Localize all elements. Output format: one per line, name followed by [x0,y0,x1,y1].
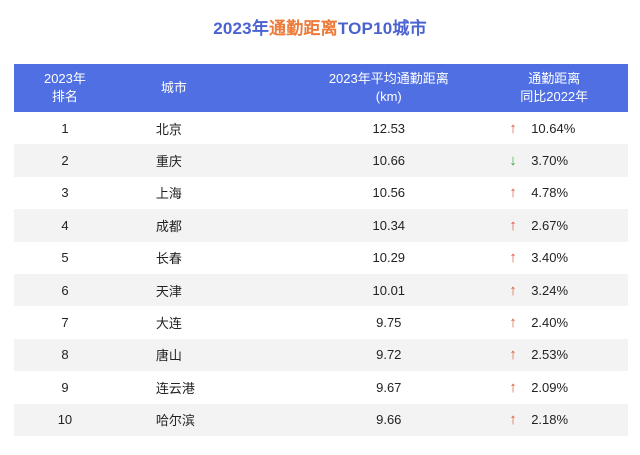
change-value: 2.18% [531,412,569,428]
title-prefix: 2023年 [213,19,270,38]
city-cell: 重庆 [155,154,182,170]
change-value: 2.09% [531,379,569,395]
distance-cell: 9.67 [376,379,402,395]
distance-cell: 9.72 [376,347,402,363]
distance-cell: 9.75 [376,315,402,331]
table-row: 8 唐山 9.72 ↑ 2.53% [14,338,628,372]
city-cell: 大连 [155,316,182,332]
distance-cell: 10.34 [372,217,406,233]
change-cell: ↑ 2.53% [480,339,628,371]
city-cell: 长春 [155,251,182,267]
city-cell: 北京 [155,121,182,137]
ranking-table: 2023年排名 城市 2023年平均通勤距离 (km) 通勤距离同比2022年 1… [14,64,628,436]
distance-cell: 10.56 [372,185,406,201]
change-value: 2.67% [531,217,569,233]
arrow-up-icon: ↑ [509,184,517,202]
change-cell: ↑ 2.18% [480,404,628,436]
table-row: 7 大连 9.75 ↑ 2.40% [14,306,628,338]
change-cell: ↑ 3.40% [480,242,628,274]
header-distance: 2023年平均通勤距离 (km) [297,64,480,112]
header-distance-line2: (km) [375,89,402,104]
table-row: 1 北京 12.53 ↑ 10.64% [14,112,628,144]
arrow-down-icon: ↓ [509,152,517,170]
change-value: 2.53% [531,347,569,363]
header-change-line2: 同比2022年 [520,89,589,104]
table-row: 3 上海 10.56 ↑ 4.78% [14,177,628,209]
header-city-label: 城市 [160,80,187,95]
rank-cell: 5 [61,250,69,266]
arrow-up-icon: ↑ [509,119,517,137]
header-change-line1: 通勤距离 [528,71,581,86]
distance-cell: 10.29 [372,250,406,266]
header-rank-line1: 2023年 [43,71,86,86]
distance-cell: 12.53 [372,120,406,136]
rank-cell: 8 [61,347,69,363]
city-cell: 连云港 [155,380,195,396]
rank-cell: 10 [57,412,73,428]
arrow-up-icon: ↑ [509,411,517,429]
chart-title: 2023年通勤距离TOP10城市 [0,14,640,39]
table-row: 5 长春 10.29 ↑ 3.40% [14,242,628,274]
arrow-up-icon: ↑ [509,249,517,267]
arrow-up-icon: ↑ [509,378,517,396]
change-cell: ↓ 3.70% [480,144,628,176]
table-header-row: 2023年排名 城市 2023年平均通勤距离 (km) 通勤距离同比2022年 [14,64,628,112]
change-cell: ↑ 2.40% [480,306,628,338]
change-value: 3.24% [531,282,569,298]
change-cell: ↑ 10.64% [480,112,628,144]
rank-cell: 3 [61,185,69,201]
change-value: 3.40% [531,250,569,266]
title-suffix: TOP10城市 [337,19,427,38]
change-value: 10.64% [531,120,576,136]
city-cell: 上海 [155,186,182,202]
rank-cell: 7 [61,315,69,331]
change-cell: ↑ 2.09% [480,371,628,403]
change-cell: ↑ 2.67% [480,209,628,241]
change-value: 4.78% [531,185,569,201]
rank-cell: 2 [61,153,69,169]
change-cell: ↑ 4.78% [480,177,628,209]
table-row: 6 天津 10.01 ↑ 3.24% [14,273,628,307]
arrow-up-icon: ↑ [509,216,517,234]
table-row: 2 重庆 10.66 ↓ 3.70% [14,144,628,177]
change-value: 2.40% [531,315,569,331]
header-rank-line2: 排名 [51,89,78,104]
arrow-up-icon: ↑ [509,314,517,332]
rank-cell: 6 [61,282,69,298]
distance-cell: 10.01 [372,282,406,298]
change-value: 3.70% [531,153,569,169]
change-cell: ↑ 3.24% [480,274,628,306]
table-row: 4 成都 10.34 ↑ 2.67% [14,209,628,242]
arrow-up-icon: ↑ [509,281,517,299]
city-cell: 天津 [155,283,182,299]
distance-cell: 9.66 [376,412,402,428]
header-city: 城市 [146,64,297,112]
city-cell: 成都 [155,218,182,234]
city-cell: 哈尔滨 [155,413,195,429]
header-distance-line1: 2023年平均通勤距离 [328,71,449,86]
header-rank: 2023年排名 [14,64,146,112]
distance-cell: 10.66 [372,153,406,169]
rank-cell: 4 [61,217,69,233]
arrow-up-icon: ↑ [509,346,517,364]
rank-cell: 1 [61,120,69,136]
table-row: 9 连云港 9.67 ↑ 2.09% [14,371,628,403]
rank-cell: 9 [61,379,69,395]
city-cell: 唐山 [155,348,182,364]
title-highlight: 通勤距离 [269,19,338,38]
header-change: 通勤距离同比2022年 [480,64,628,112]
table-row: 10 哈尔滨 9.66 ↑ 2.18% [14,403,628,436]
